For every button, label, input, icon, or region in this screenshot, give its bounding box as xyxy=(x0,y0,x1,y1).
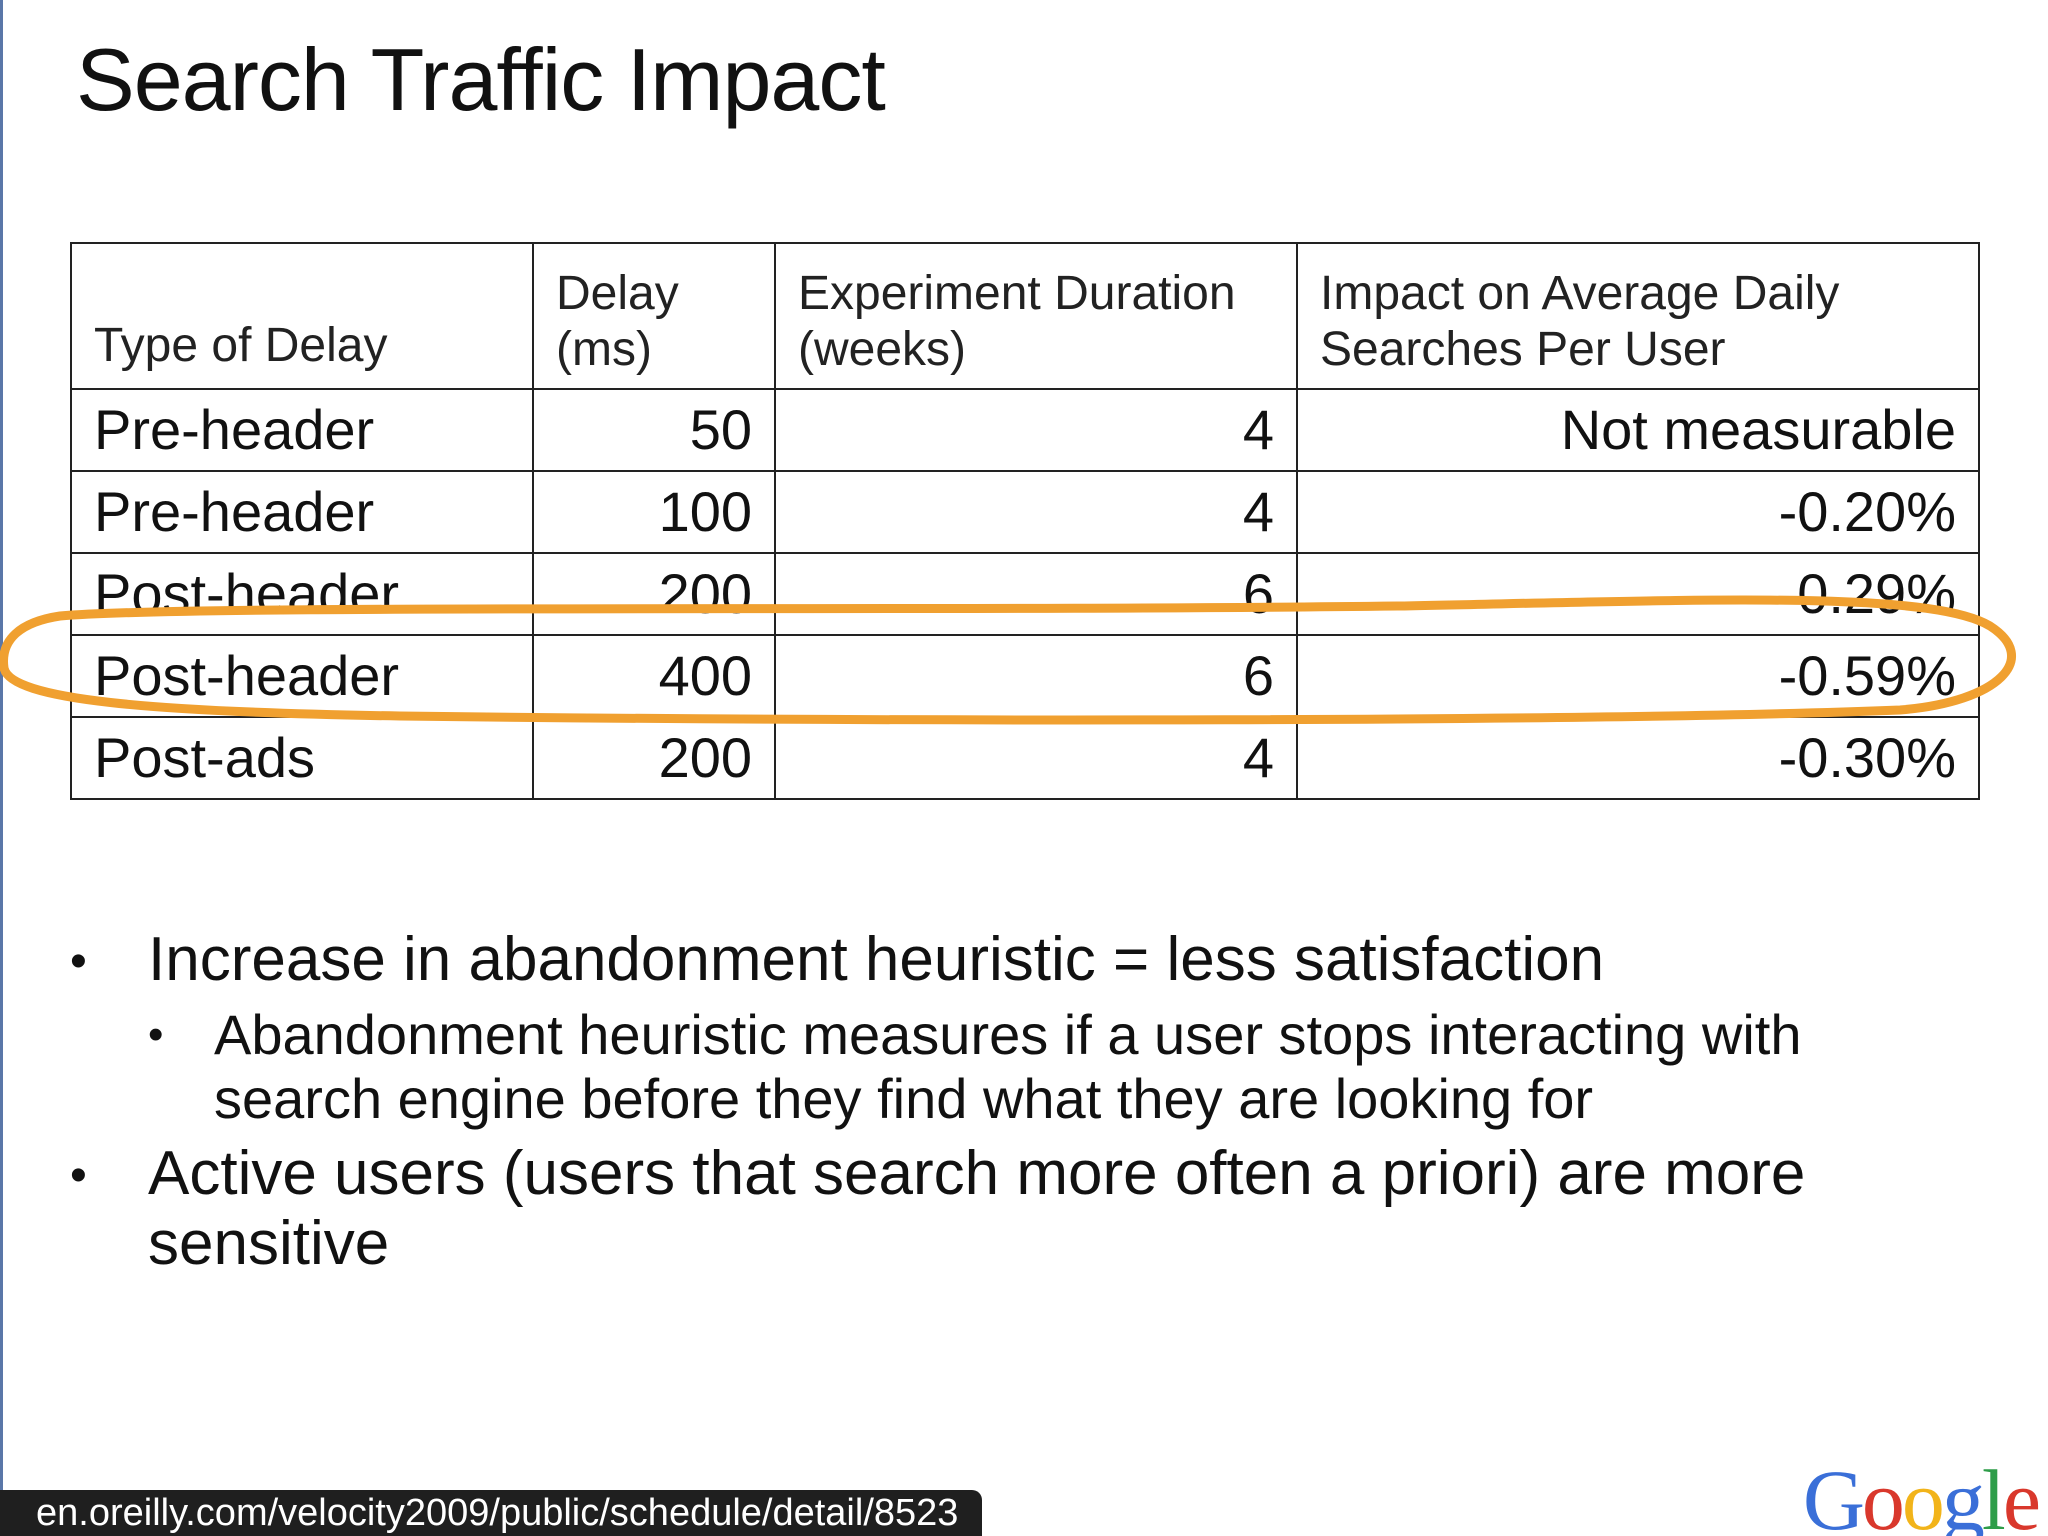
cell-type: Post-header xyxy=(70,634,534,718)
bullet-item: • Increase in abandonment heuristic = le… xyxy=(70,925,1970,995)
header-type-of-delay: Type of Delay xyxy=(70,242,534,390)
bullet-marker: • xyxy=(70,1149,87,1202)
cell-duration: 4 xyxy=(774,716,1298,800)
bullet-marker: • xyxy=(148,1010,164,1059)
cell-delay: 50 xyxy=(532,388,776,472)
slide-title: Search Traffic Impact xyxy=(76,30,886,129)
cell-type: Pre-header xyxy=(70,388,534,472)
cell-duration: 4 xyxy=(774,388,1298,472)
bullet-list: • Increase in abandonment heuristic = le… xyxy=(70,925,1970,1279)
cell-duration: 6 xyxy=(774,552,1298,636)
sub-bullet-text: Abandonment heuristic measures if a user… xyxy=(214,1003,1802,1130)
source-url-caption: en.oreilly.com/velocity2009/public/sched… xyxy=(0,1490,983,1536)
table-row: Pre-header 100 4 -0.20% xyxy=(70,470,1980,554)
cell-delay: 200 xyxy=(532,552,776,636)
header-delay-ms: Delay (ms) xyxy=(532,242,776,390)
cell-impact: -0.20% xyxy=(1296,470,1980,554)
cell-impact: -0.29% xyxy=(1296,552,1980,636)
bullet-marker: • xyxy=(70,935,87,988)
cell-impact: -0.30% xyxy=(1296,716,1980,800)
bullet-text: Increase in abandonment heuristic = less… xyxy=(148,925,1605,994)
logo-letter: g xyxy=(1941,1452,1985,1536)
bullet-item: • Active users (users that search more o… xyxy=(70,1139,1970,1279)
table-header-row: Type of Delay Delay (ms) Experiment Dura… xyxy=(70,242,1980,390)
bullet-text: Active users (users that search more oft… xyxy=(148,1139,1806,1278)
header-experiment-duration: Experiment Duration (weeks) xyxy=(774,242,1298,390)
logo-letter: o xyxy=(1901,1452,1945,1536)
header-impact: Impact on Average Daily Searches Per Use… xyxy=(1296,242,1980,390)
table-row: Post-header 200 6 -0.29% xyxy=(70,552,1980,636)
cell-duration: 4 xyxy=(774,470,1298,554)
logo-letter: l xyxy=(1981,1452,2006,1536)
cell-delay: 100 xyxy=(532,470,776,554)
cell-type: Pre-header xyxy=(70,470,534,554)
delay-impact-table: Type of Delay Delay (ms) Experiment Dura… xyxy=(70,242,1980,800)
logo-letter: e xyxy=(2002,1452,2041,1536)
cell-duration: 6 xyxy=(774,634,1298,718)
cell-type: Post-ads xyxy=(70,716,534,800)
slide-left-edge xyxy=(0,0,3,1536)
cell-delay: 400 xyxy=(532,634,776,718)
sub-bullet-item: • Abandonment heuristic measures if a us… xyxy=(148,1003,1970,1131)
table-row-highlighted: Post-header 400 6 -0.59% xyxy=(70,634,1980,718)
logo-letter: G xyxy=(1802,1452,1865,1536)
cell-delay: 200 xyxy=(532,716,776,800)
cell-impact: -0.59% xyxy=(1296,634,1980,718)
cell-impact: Not measurable xyxy=(1296,388,1980,472)
table-row: Post-ads 200 4 -0.30% xyxy=(70,716,1980,800)
cell-type: Post-header xyxy=(70,552,534,636)
table-row: Pre-header 50 4 Not measurable xyxy=(70,388,1980,472)
google-logo: Google xyxy=(1802,1452,2041,1536)
logo-letter: o xyxy=(1861,1452,1905,1536)
